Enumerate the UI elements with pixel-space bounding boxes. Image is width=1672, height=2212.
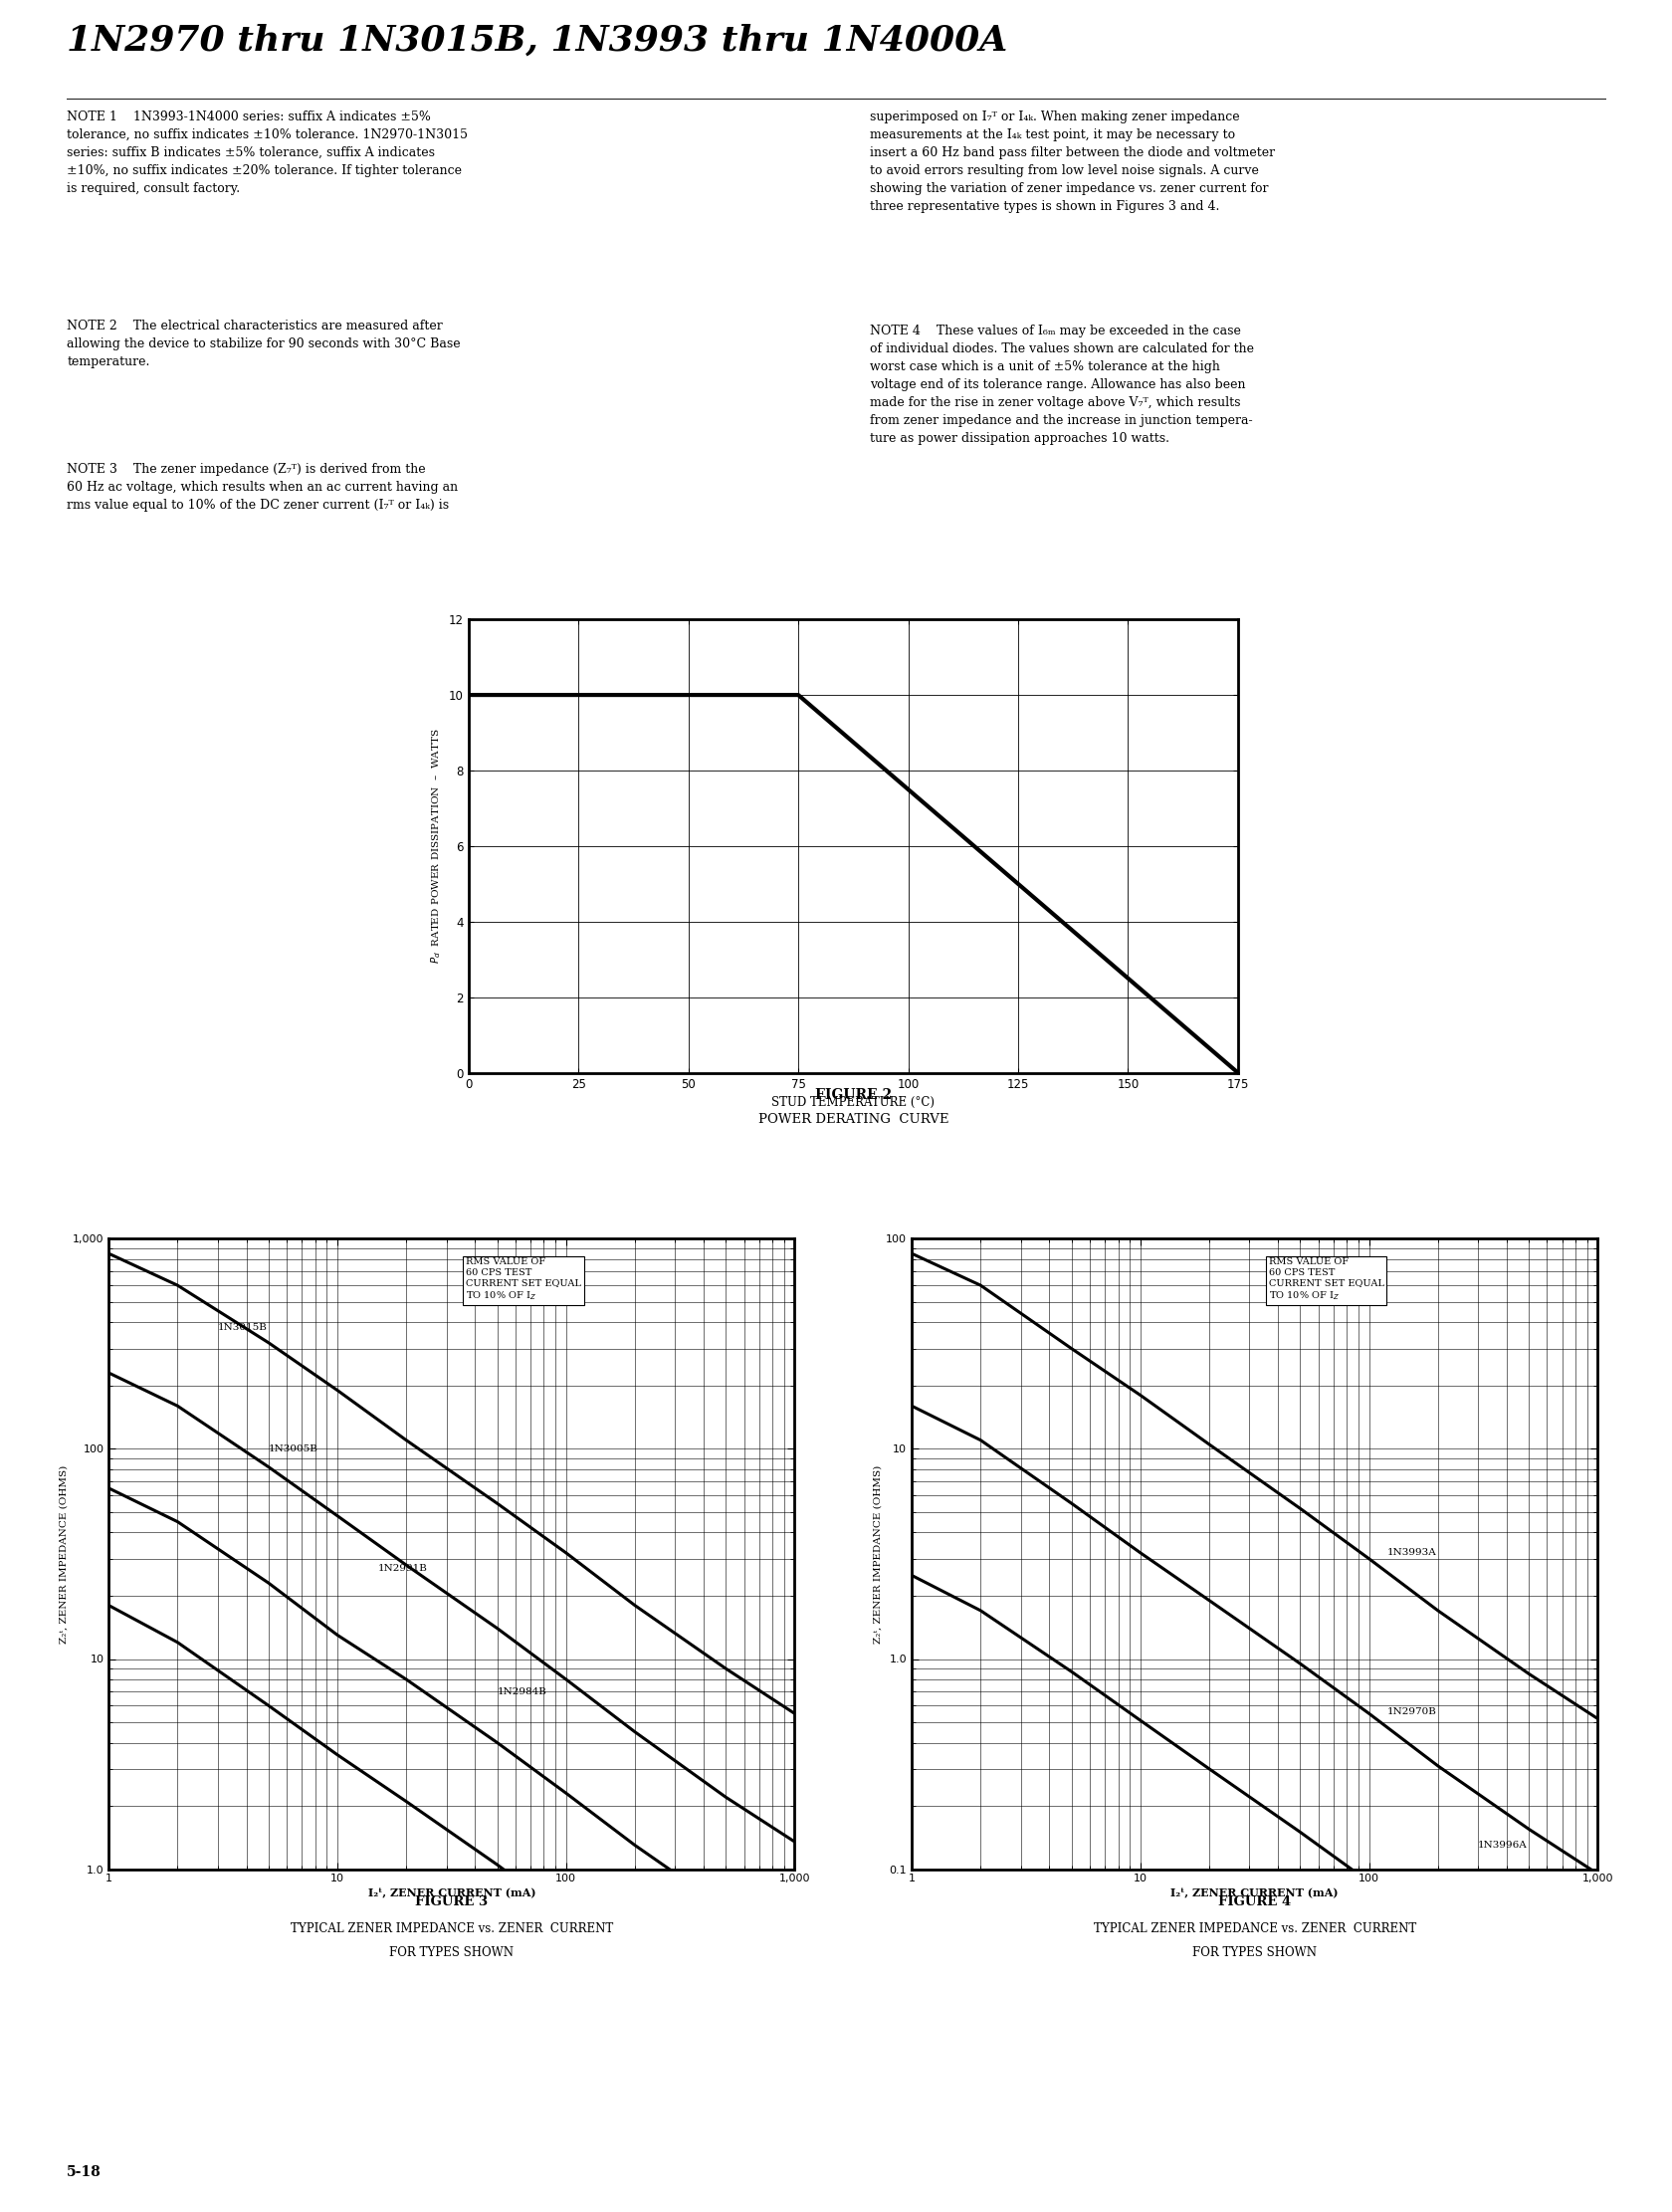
Text: RMS VALUE OF
60 CPS TEST
CURRENT SET EQUAL
TO 10% OF I$_Z$: RMS VALUE OF 60 CPS TEST CURRENT SET EQU… (1267, 1259, 1383, 1303)
Y-axis label: $P_d$  RATED POWER DISSIPATION  –  WATTS: $P_d$ RATED POWER DISSIPATION – WATTS (430, 728, 443, 964)
Text: 1N2991B: 1N2991B (378, 1564, 426, 1573)
Text: RMS VALUE OF
60 CPS TEST
CURRENT SET EQUAL
TO 10% OF I$_Z$: RMS VALUE OF 60 CPS TEST CURRENT SET EQU… (465, 1259, 580, 1303)
Text: 1N3993A: 1N3993A (1386, 1548, 1436, 1557)
Text: NOTE 1    1N3993-1N4000 series: suffix A indicates ±5%
tolerance, no suffix indi: NOTE 1 1N3993-1N4000 series: suffix A in… (67, 111, 468, 195)
X-axis label: I₂ᵗ, ZENER CURRENT (mA): I₂ᵗ, ZENER CURRENT (mA) (368, 1889, 535, 1900)
Text: 5-18: 5-18 (67, 2166, 102, 2179)
Text: FOR TYPES SHOWN: FOR TYPES SHOWN (390, 1947, 513, 1960)
X-axis label: STUD TEMPERATURE (°C): STUD TEMPERATURE (°C) (771, 1097, 935, 1108)
X-axis label: I₂ᵗ, ZENER CURRENT (mA): I₂ᵗ, ZENER CURRENT (mA) (1170, 1889, 1338, 1900)
Text: 1N3996A: 1N3996A (1478, 1840, 1527, 1849)
Text: 1N2984B: 1N2984B (497, 1688, 547, 1697)
Text: 1N3015B: 1N3015B (217, 1323, 268, 1332)
Text: FIGURE 4: FIGURE 4 (1217, 1896, 1291, 1909)
Text: 1N2970B: 1N2970B (1386, 1708, 1436, 1717)
Text: FOR TYPES SHOWN: FOR TYPES SHOWN (1192, 1947, 1316, 1960)
Text: NOTE 3    The zener impedance (Z₇ᵀ) is derived from the
60 Hz ac voltage, which : NOTE 3 The zener impedance (Z₇ᵀ) is deri… (67, 462, 458, 511)
Y-axis label: Z₂ᵗ, ZENER IMPEDANCE (OHMS): Z₂ᵗ, ZENER IMPEDANCE (OHMS) (60, 1464, 69, 1644)
Text: 1N2970 thru 1N3015B, 1N3993 thru 1N4000A: 1N2970 thru 1N3015B, 1N3993 thru 1N4000A (67, 24, 1007, 58)
Text: NOTE 2    The electrical characteristics are measured after
allowing the device : NOTE 2 The electrical characteristics ar… (67, 321, 460, 369)
Text: TYPICAL ZENER IMPEDANCE vs. ZENER  CURRENT: TYPICAL ZENER IMPEDANCE vs. ZENER CURREN… (291, 1922, 612, 1936)
Text: superimposed on I₇ᵀ or I₄ₖ. When making zener impedance
measurements at the I₄ₖ : superimposed on I₇ᵀ or I₄ₖ. When making … (869, 111, 1274, 212)
Y-axis label: Z₂ᵗ, ZENER IMPEDANCE (OHMS): Z₂ᵗ, ZENER IMPEDANCE (OHMS) (873, 1464, 881, 1644)
Text: FIGURE 3: FIGURE 3 (415, 1896, 488, 1909)
Text: TYPICAL ZENER IMPEDANCE vs. ZENER  CURRENT: TYPICAL ZENER IMPEDANCE vs. ZENER CURREN… (1093, 1922, 1415, 1936)
Text: POWER DERATING  CURVE: POWER DERATING CURVE (757, 1113, 948, 1126)
Text: FIGURE 2: FIGURE 2 (814, 1088, 891, 1102)
Text: NOTE 4    These values of I₆ₘ may be exceeded in the case
of individual diodes. : NOTE 4 These values of I₆ₘ may be exceed… (869, 325, 1254, 445)
Text: 1N3005B: 1N3005B (269, 1444, 318, 1453)
